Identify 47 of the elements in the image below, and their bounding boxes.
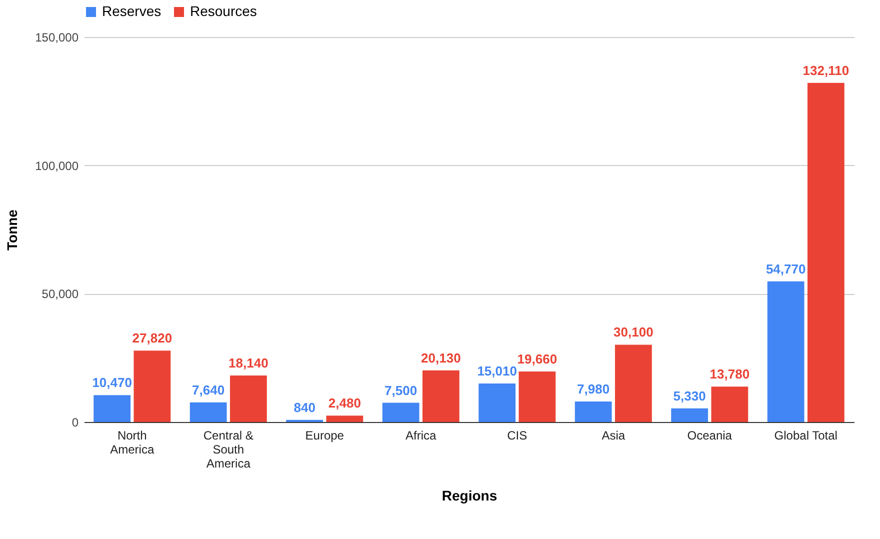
- x-tick-label: North America: [110, 428, 154, 456]
- bar: [422, 370, 460, 422]
- data-label: 840: [294, 400, 316, 415]
- bar: [190, 402, 227, 422]
- bar: [478, 383, 516, 422]
- bar: [767, 281, 804, 422]
- bar: [230, 375, 267, 422]
- bar: [711, 386, 748, 422]
- data-label: 2,480: [328, 396, 361, 411]
- data-label: 19,660: [517, 352, 558, 367]
- data-label: 7,500: [384, 382, 418, 398]
- data-label: 5,330: [673, 388, 706, 404]
- legend-label: Reserves: [102, 3, 162, 19]
- data-label: 10,470: [92, 375, 132, 390]
- x-tick-label: Europe: [305, 428, 344, 442]
- bar: [94, 395, 131, 422]
- bar: [574, 402, 612, 422]
- data-label: 7,640: [192, 382, 225, 398]
- x-axis-title: Regions: [442, 488, 498, 504]
- x-tick-label: Africa: [406, 428, 437, 442]
- data-label: 30,100: [614, 324, 654, 340]
- y-axis-title: Tonne: [4, 209, 20, 250]
- bar: [134, 350, 171, 422]
- bar: [326, 416, 364, 422]
- x-tick-label: Oceania: [687, 428, 732, 442]
- data-label: 13,780: [710, 366, 750, 382]
- y-tick-label: 0: [72, 416, 79, 430]
- legend-label: Resources: [190, 3, 257, 19]
- x-tick-label: CIS: [507, 428, 528, 442]
- bar: [382, 402, 420, 422]
- bar: [807, 82, 844, 422]
- x-tick-label: Central & South America: [203, 428, 254, 470]
- data-label: 27,820: [132, 330, 172, 346]
- x-tick-label: Global Total: [774, 428, 838, 442]
- y-tick-label: 50,000: [42, 287, 79, 302]
- x-tick-label: Asia: [602, 428, 626, 442]
- y-tick-label: 150,000: [35, 30, 79, 44]
- data-label: 7,980: [577, 382, 610, 397]
- data-label: 18,140: [228, 355, 268, 370]
- data-label: 15,010: [477, 363, 517, 378]
- y-tick-label: 100,000: [35, 158, 79, 173]
- bar: [614, 344, 652, 422]
- bar: [518, 372, 556, 422]
- data-label: 132,110: [802, 62, 850, 78]
- bar: [671, 408, 708, 422]
- data-label: 20,130: [421, 350, 461, 366]
- data-label: 54,770: [766, 261, 806, 276]
